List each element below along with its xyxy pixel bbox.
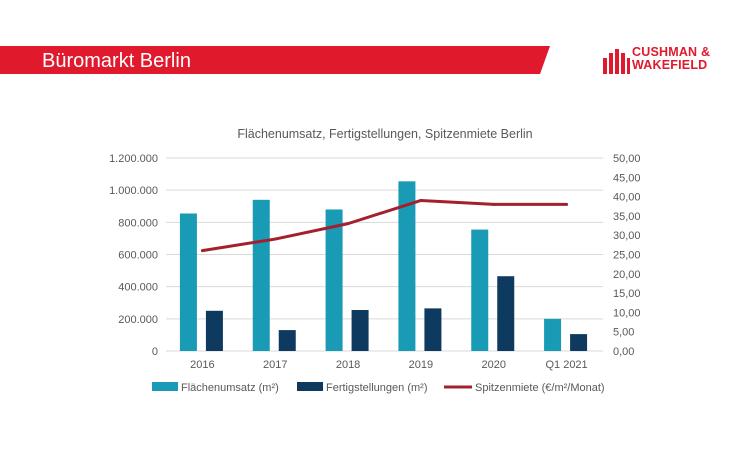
- y-left-tick-label: 200.000: [118, 314, 158, 326]
- y-right-tick-label: 5,00: [613, 327, 634, 339]
- bar-fertigstellungen: [424, 308, 442, 351]
- point-spitzenmiete: [200, 249, 204, 253]
- bar-flaechenumsatz: [544, 318, 562, 351]
- legend-swatch-fertigstellungen: [297, 382, 323, 391]
- y-right-tick-label: 50,00: [613, 153, 641, 165]
- logo-text: CUSHMAN & WAKEFIELD: [632, 46, 710, 72]
- line-spitzenmiete: [202, 198, 567, 253]
- y-left-tick-label: 400.000: [118, 282, 158, 294]
- title-banner: Büromarkt Berlin: [0, 0, 750, 80]
- x-tick-label: 2017: [263, 359, 287, 371]
- y-left-tick-label: 0: [152, 346, 158, 358]
- y-left-tick-label: 800.000: [118, 217, 158, 229]
- x-tick-label: Q1 2021: [545, 359, 587, 371]
- cushman-wakefield-logo: CUSHMAN & WAKEFIELD: [602, 44, 742, 76]
- bar-fertigstellungen: [205, 310, 223, 351]
- point-spitzenmiete: [492, 202, 496, 206]
- logo-mark-icon: [603, 49, 630, 74]
- bar-fertigstellungen: [278, 330, 296, 351]
- x-tick-label: 2016: [190, 359, 214, 371]
- banner-shape: [0, 46, 550, 74]
- logo-line-2: WAKEFIELD: [632, 58, 708, 72]
- point-spitzenmiete: [346, 222, 350, 226]
- point-spitzenmiete: [565, 202, 569, 206]
- y-right-tick-label: 20,00: [613, 269, 641, 281]
- legend-swatch-flaechenumsatz: [152, 382, 178, 391]
- x-tick-label: 2020: [482, 359, 506, 371]
- y-right-tick-label: 10,00: [613, 307, 641, 319]
- y-left-tick-label: 1.200.000: [109, 153, 158, 165]
- legend-label-spitzenmiete: Spitzenmiete (€/m²/Monat): [475, 382, 605, 394]
- bar-flaechenumsatz: [179, 213, 197, 351]
- bar-flaechenumsatz: [325, 209, 343, 351]
- bar-fertigstellungen: [570, 334, 588, 351]
- y-right-tick-label: 35,00: [613, 211, 641, 223]
- y-right-tick-label: 40,00: [613, 192, 641, 204]
- logo-line-1: CUSHMAN &: [632, 45, 711, 59]
- point-spitzenmiete: [273, 237, 277, 241]
- page-title: Büromarkt Berlin: [42, 50, 191, 72]
- bar-fertigstellungen: [351, 309, 369, 351]
- y-right-tick-label: 30,00: [613, 230, 641, 242]
- bar-flaechenumsatz: [252, 199, 270, 351]
- y-right-tick-label: 0,00: [613, 346, 634, 358]
- bar-flaechenumsatz: [471, 229, 489, 351]
- y-left-tick-label: 1.000.000: [109, 185, 158, 197]
- bar-fertigstellungen: [497, 276, 515, 351]
- y-left-tick-label: 600.000: [118, 250, 158, 262]
- bar-flaechenumsatz: [398, 181, 416, 351]
- chart-title: Flächenumsatz, Fertigstellungen, Spitzen…: [237, 127, 532, 141]
- legend-label-fertigstellungen: Fertigstellungen (m²): [326, 382, 427, 394]
- y-right-tick-label: 15,00: [613, 288, 641, 300]
- legend-label-flaechenumsatz: Flächenumsatz (m²): [181, 382, 279, 394]
- x-tick-label: 2019: [409, 359, 433, 371]
- y-right-tick-label: 45,00: [613, 172, 641, 184]
- x-tick-label: 2018: [336, 359, 360, 371]
- y-right-tick-label: 25,00: [613, 250, 641, 262]
- point-spitzenmiete: [419, 198, 423, 202]
